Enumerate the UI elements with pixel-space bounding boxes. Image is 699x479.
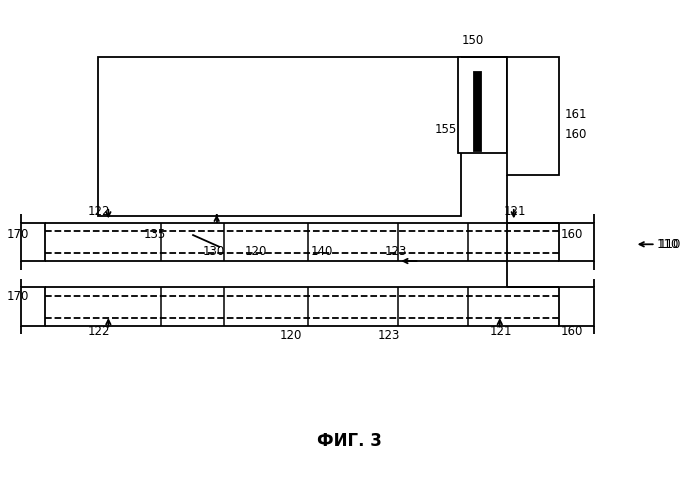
Text: 155: 155 [435, 123, 457, 136]
Bar [559, 223, 594, 261]
Bar [474, 72, 481, 151]
Bar [21, 287, 45, 326]
Text: 160: 160 [565, 127, 587, 141]
Text: 121: 121 [489, 325, 512, 338]
Bar [21, 223, 45, 261]
Text: 122: 122 [87, 325, 110, 338]
Text: 123: 123 [377, 329, 400, 342]
Text: 135: 135 [143, 228, 166, 241]
Text: 161: 161 [565, 108, 587, 122]
Text: 110: 110 [657, 238, 679, 251]
Text: 123: 123 [384, 245, 407, 258]
Text: 110: 110 [658, 238, 681, 251]
Bar [507, 57, 559, 175]
Text: 160: 160 [561, 228, 583, 241]
Text: ФИГ. 3: ФИГ. 3 [317, 432, 382, 450]
Text: 170: 170 [7, 228, 29, 241]
Text: 130: 130 [203, 245, 225, 258]
Text: 120: 120 [280, 329, 302, 342]
Text: 160: 160 [561, 325, 583, 338]
Text: 121: 121 [503, 205, 526, 218]
Bar [98, 57, 461, 216]
Text: 122: 122 [87, 205, 110, 218]
Bar [458, 57, 507, 153]
Text: 140: 140 [311, 245, 333, 258]
Text: 150: 150 [461, 34, 484, 47]
Text: 170: 170 [7, 290, 29, 304]
Text: 120: 120 [245, 245, 267, 258]
Bar [559, 287, 594, 326]
